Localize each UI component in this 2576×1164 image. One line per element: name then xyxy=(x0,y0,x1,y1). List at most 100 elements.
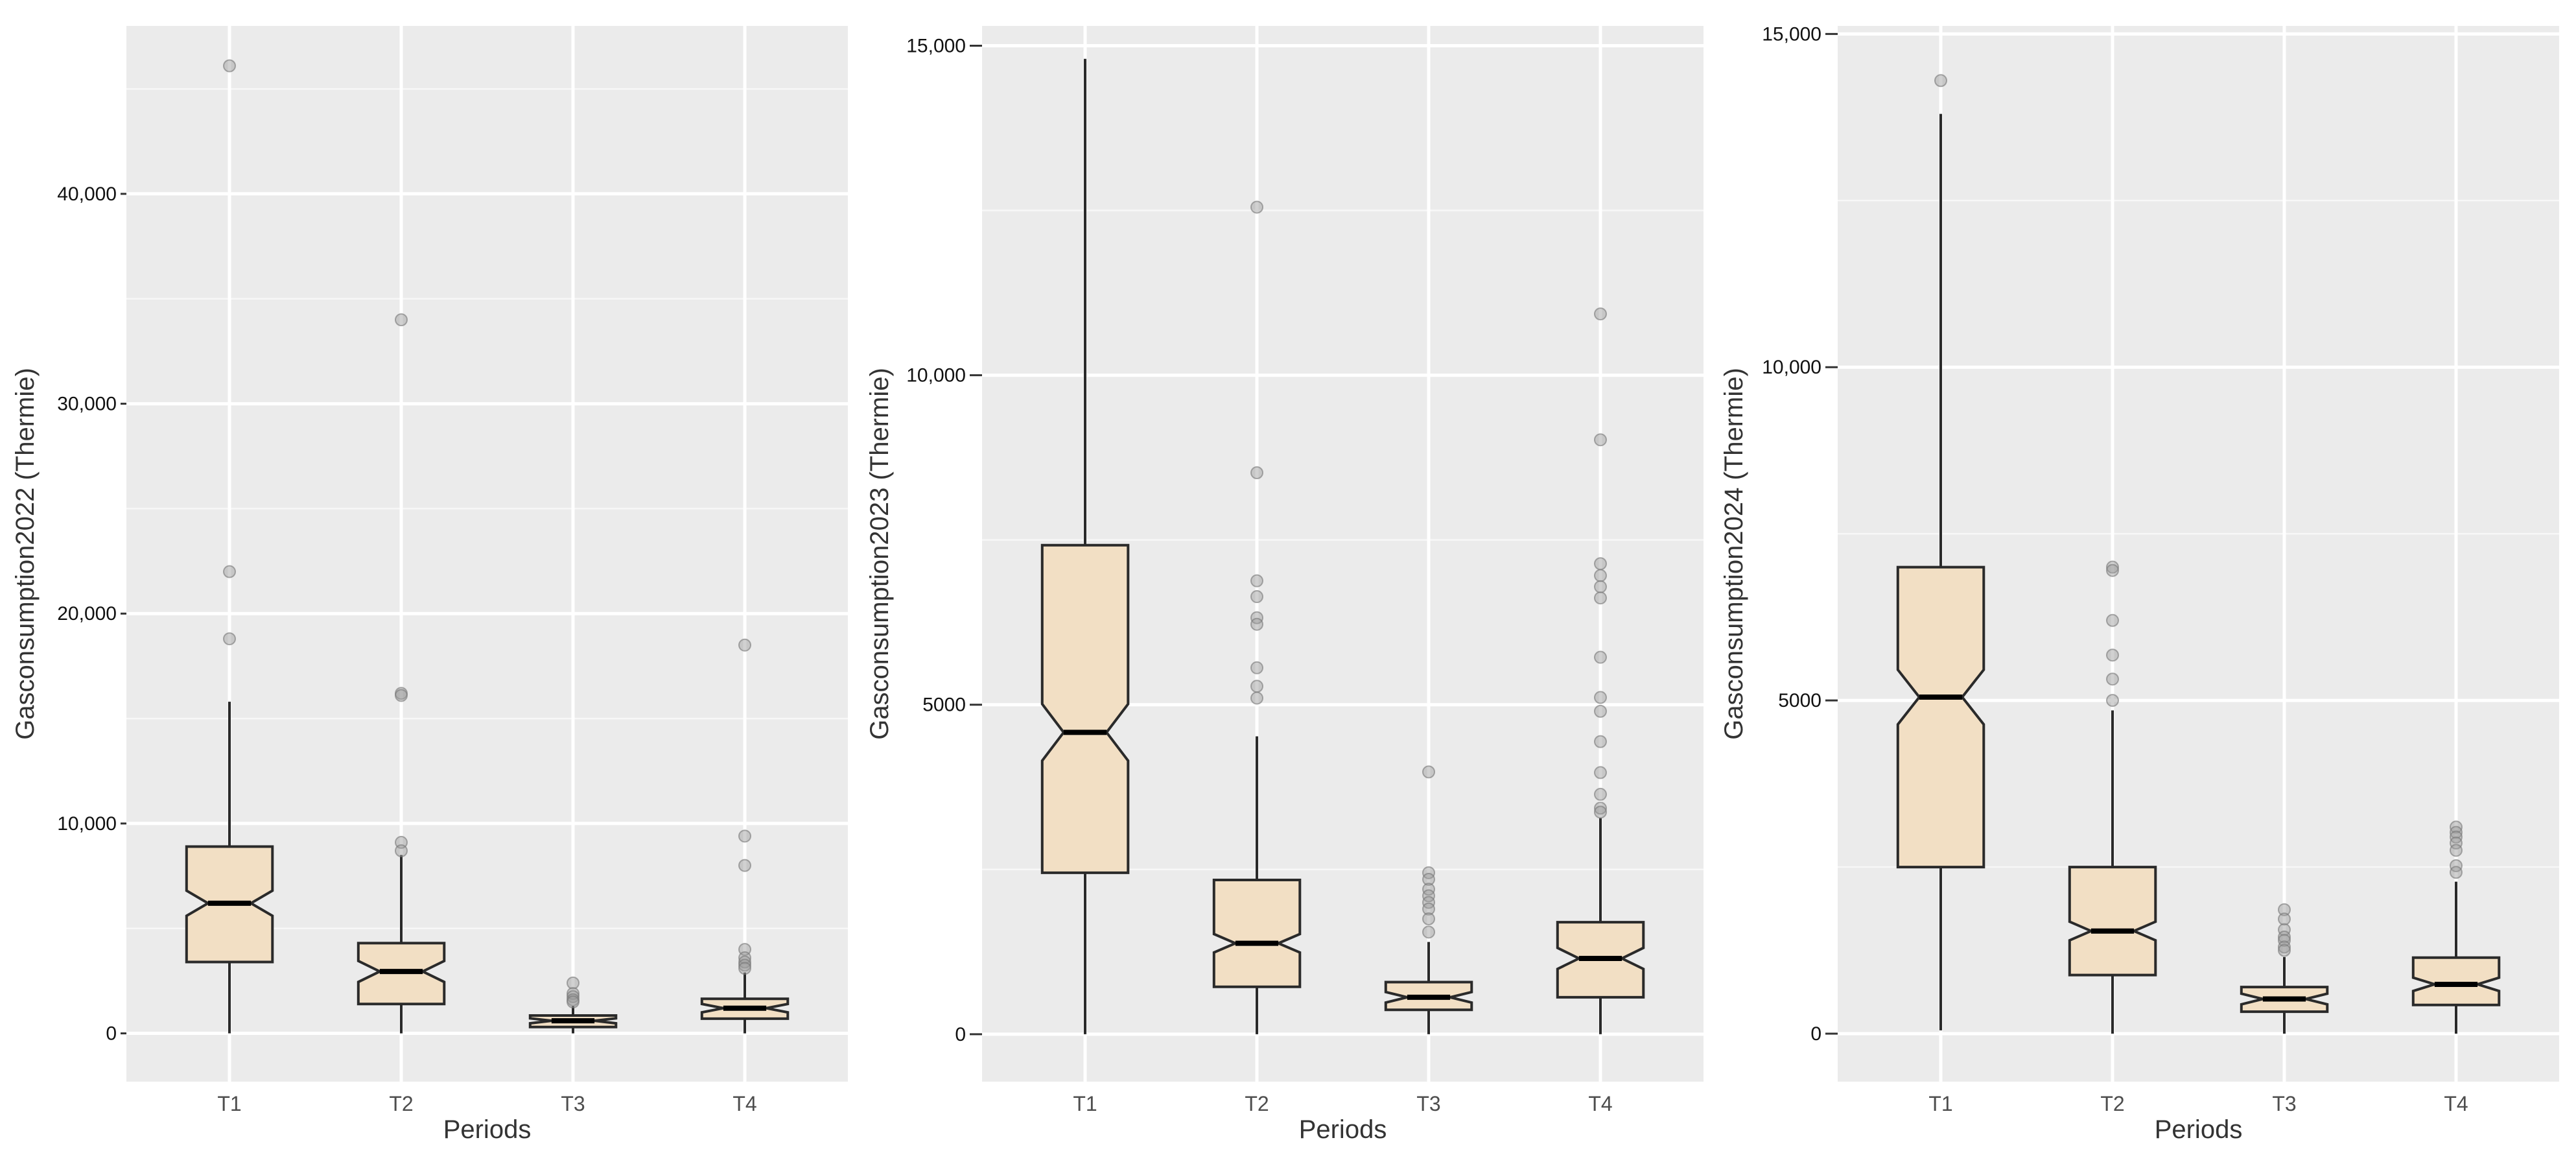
y-tick-label: 5000 xyxy=(1778,690,1821,711)
outlier-point xyxy=(1594,704,1607,718)
outlier-point xyxy=(2106,694,2119,707)
outlier-point xyxy=(2278,934,2291,947)
y-tick-label: 30,000 xyxy=(57,394,117,415)
outlier-point xyxy=(1422,925,1435,939)
outlier-point xyxy=(738,958,751,972)
y-tick-label: 15,000 xyxy=(1762,23,1821,45)
outlier-point xyxy=(738,962,751,975)
outlier-point xyxy=(2450,825,2463,839)
outlier-point xyxy=(738,859,751,872)
outlier-point xyxy=(1422,866,1435,879)
outlier-point xyxy=(2450,859,2463,872)
outlier-point xyxy=(2450,844,2463,857)
boxplot-t3 xyxy=(528,976,618,1034)
outlier-point xyxy=(1422,912,1435,925)
y-tick-label: 40,000 xyxy=(57,184,117,205)
outlier-point xyxy=(1422,889,1435,903)
outlier-point xyxy=(1594,580,1607,593)
y-tick-label: 5000 xyxy=(922,695,966,716)
boxplot-t1 xyxy=(1040,58,1130,1034)
outlier-point xyxy=(1250,590,1263,604)
outlier-point xyxy=(395,689,408,702)
outlier-point xyxy=(1594,650,1607,664)
notched-box xyxy=(2411,956,2501,1006)
outlier-point xyxy=(567,976,580,990)
y-tick-label: 10,000 xyxy=(1762,357,1821,378)
notched-box xyxy=(1896,565,1985,869)
outlier-point xyxy=(223,632,236,646)
x-tick-label: T3 xyxy=(1416,1092,1440,1115)
outlier-point xyxy=(1250,200,1263,214)
x-axis-title: Periods xyxy=(1299,1115,1387,1144)
outlier-point xyxy=(1250,661,1263,674)
boxplot-t1 xyxy=(1896,74,1985,1030)
x-tick-label: T1 xyxy=(1073,1092,1097,1115)
notched-box xyxy=(1040,543,1130,874)
panel-background xyxy=(1838,26,2559,1082)
x-tick-label: T4 xyxy=(1588,1092,1612,1115)
boxplot-t4 xyxy=(2411,820,2501,1034)
outlier-point xyxy=(1422,896,1435,909)
y-tick-label: 10,000 xyxy=(906,365,966,386)
boxplot-t2 xyxy=(2068,560,2157,1034)
outlier-point xyxy=(1594,591,1607,605)
y-axis-title: Gasconsumption2022 (Thermie) xyxy=(11,368,40,740)
outlier-point xyxy=(2106,613,2119,627)
y-tick-label: 20,000 xyxy=(57,603,117,624)
chart-panel-3: 0 5000 10,000 15,000 T1 T2 T3 T4 Periods Gasconsu… xyxy=(1720,23,2559,1144)
outlier-point xyxy=(1594,569,1607,582)
outlier-point xyxy=(1594,433,1607,447)
outlier-point xyxy=(1594,691,1607,704)
outlier-point xyxy=(567,995,580,1009)
outlier-point xyxy=(2278,944,2291,957)
y-tick-label: 0 xyxy=(1810,1023,1821,1045)
outlier-point xyxy=(1250,611,1263,624)
boxplot-t2 xyxy=(357,313,446,1034)
outlier-point xyxy=(2106,560,2119,574)
outlier-point xyxy=(1250,617,1263,631)
y-tick-label: 0 xyxy=(106,1023,117,1045)
y-axis-title: Gasconsumption2024 (Thermie) xyxy=(1720,368,1748,740)
outlier-point xyxy=(1250,691,1263,705)
outlier-point xyxy=(738,638,751,652)
boxplot-t4 xyxy=(1556,307,1645,1034)
y-tick-label: 0 xyxy=(955,1024,966,1045)
x-tick-label: T4 xyxy=(2444,1092,2468,1115)
boxplot-t1 xyxy=(185,59,274,1034)
outlier-point xyxy=(1422,902,1435,916)
outlier-point xyxy=(1934,74,1947,88)
outlier-point xyxy=(2278,930,2291,944)
x-tick-label: T1 xyxy=(1928,1092,1952,1115)
x-tick-label: T3 xyxy=(561,1092,585,1115)
outlier-point xyxy=(738,829,751,843)
x-tick-label: T1 xyxy=(217,1092,241,1115)
outlier-point xyxy=(1422,873,1435,886)
y-tick-label: 10,000 xyxy=(57,813,117,835)
x-tick-label: T3 xyxy=(2272,1092,2296,1115)
outlier-point xyxy=(1594,787,1607,801)
outlier-point xyxy=(395,844,408,857)
boxplot-t2 xyxy=(1212,200,1302,1034)
outlier-point xyxy=(1594,802,1607,815)
outlier-point xyxy=(2278,912,2291,926)
x-tick-label: T2 xyxy=(1245,1092,1269,1115)
outlier-point xyxy=(1594,557,1607,571)
chart-panel-2: 0 5000 10,000 15,000 T1 T2 T3 T4 Periods Gasconsu… xyxy=(865,26,1704,1144)
x-axis-title: Periods xyxy=(2155,1115,2243,1144)
outlier-point xyxy=(1594,735,1607,748)
y-axis-title: Gasconsumption2023 (Thermie) xyxy=(865,368,894,740)
y-tick-label: 15,000 xyxy=(906,35,966,56)
outlier-point xyxy=(2106,648,2119,662)
outlier-point xyxy=(2106,672,2119,686)
outlier-point xyxy=(1250,680,1263,693)
outlier-point xyxy=(223,565,236,578)
outlier-point xyxy=(2450,866,2463,879)
outlier-point xyxy=(2278,940,2291,954)
outlier-point xyxy=(2278,903,2291,916)
outlier-point xyxy=(1594,805,1607,819)
x-axis-title: Periods xyxy=(443,1115,532,1144)
outlier-point xyxy=(1594,766,1607,779)
boxplot-t4 xyxy=(700,638,790,1034)
